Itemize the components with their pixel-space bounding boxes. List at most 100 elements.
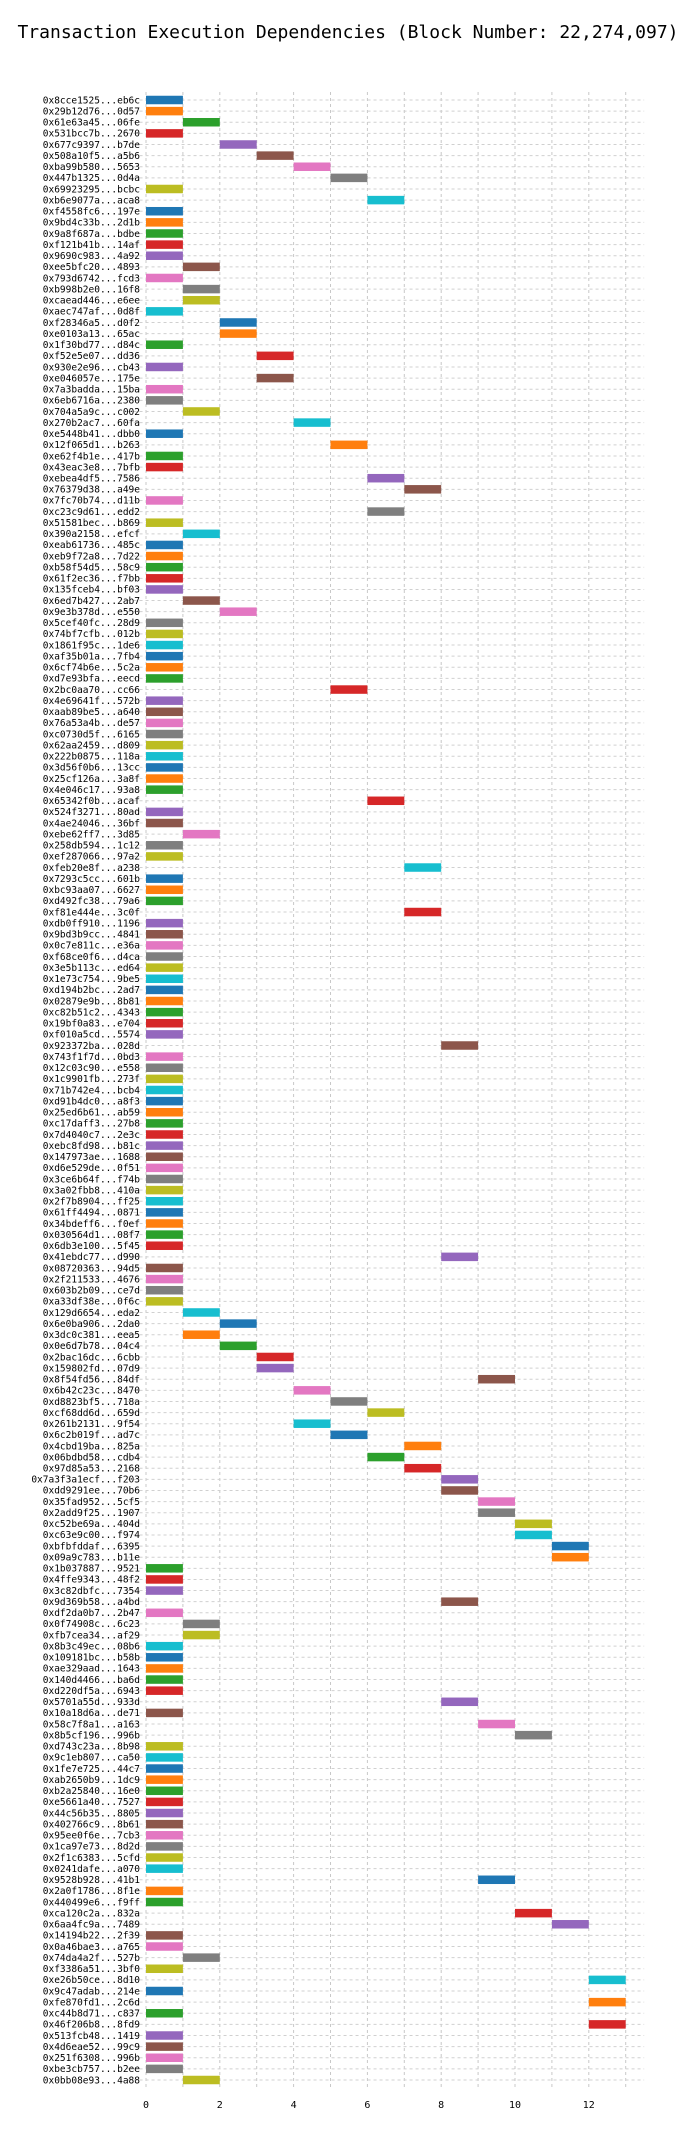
transaction-bar bbox=[146, 574, 183, 583]
transaction-label: 0x4ae24046...36bf bbox=[43, 818, 140, 829]
transaction-bar bbox=[182, 1330, 220, 1339]
transaction-label: 0x1f30bd77...d84c bbox=[43, 340, 140, 351]
transaction-bar bbox=[478, 1497, 515, 1506]
transaction-bar bbox=[441, 1597, 479, 1606]
transaction-label: 0x270b2ac7...60fa bbox=[43, 418, 140, 429]
transaction-label: 0x6aa4fc9a...7489 bbox=[43, 1920, 141, 1931]
transaction-label: 0x1b037887...9521 bbox=[43, 1564, 141, 1575]
transaction-label: 0x6eb6716a...2380 bbox=[43, 396, 141, 407]
transaction-bar bbox=[146, 2031, 183, 2040]
transaction-bar bbox=[551, 1552, 589, 1562]
transaction-bar bbox=[515, 1730, 552, 1740]
transaction-label: 0xd8823bf5...718a bbox=[43, 1397, 140, 1408]
transaction-label: 0x3c82dbfc...7354 bbox=[43, 1586, 141, 1597]
transaction-label: 0xae329aad...1643 bbox=[43, 1664, 140, 1675]
transaction-bar bbox=[441, 1697, 479, 1707]
transaction-bar bbox=[146, 763, 183, 772]
transaction-bar bbox=[478, 1374, 515, 1384]
transaction-bar bbox=[146, 229, 183, 238]
transaction-label: 0x440499e6...f9ff bbox=[43, 1897, 140, 1908]
transaction-label: 0xe5661a40...7527 bbox=[43, 1797, 140, 1808]
transaction-label: 0xf010a5cd...5574 bbox=[43, 1030, 141, 1041]
transaction-label: 0x109181bc...b58b bbox=[43, 1653, 141, 1664]
transaction-label: 0x9e3b378d...e550 bbox=[43, 607, 141, 618]
transaction-label: 0x2add9f25...1907 bbox=[43, 1508, 140, 1519]
transaction-label: 0x677c9397...b7de bbox=[43, 140, 141, 151]
transaction-label: 0xd6e529de...0f51 bbox=[43, 1163, 141, 1174]
transaction-label: 0x140d4466...ba6d bbox=[43, 1675, 140, 1686]
transaction-label: 0x97d85a53...2168 bbox=[43, 1464, 141, 1475]
transaction-label: 0x9bd3b9cc...4841 bbox=[43, 930, 141, 941]
transaction-label: 0x8f54fd56...84df bbox=[43, 1375, 140, 1386]
transaction-label: 0x65342f0b...acaf bbox=[43, 796, 140, 807]
transaction-label: 0xef287066...97a2 bbox=[43, 852, 140, 863]
transaction-label: 0x147973ae...1688 bbox=[43, 1152, 141, 1163]
transaction-label: 0x704a5a9c...c002 bbox=[43, 407, 140, 418]
transaction-bar bbox=[146, 2009, 183, 2018]
transaction-label: 0xeab61736...485c bbox=[43, 540, 140, 551]
transaction-label: 0x524f3271...80ad bbox=[43, 807, 140, 818]
transaction-label: 0x06bdbd58...cdb4 bbox=[43, 1452, 141, 1463]
transaction-bar bbox=[182, 1630, 220, 1640]
x-tick-label: 10 bbox=[509, 2100, 521, 2111]
transaction-bar bbox=[146, 206, 183, 216]
transaction-bar bbox=[330, 1430, 368, 1440]
transaction-bar bbox=[588, 1997, 626, 2007]
transaction-bar bbox=[219, 318, 257, 327]
transaction-bar bbox=[404, 485, 442, 494]
transaction-label: 0x3d56f0b6...13cc bbox=[43, 763, 140, 774]
transaction-bar bbox=[146, 752, 183, 761]
transaction-bar bbox=[146, 585, 183, 594]
transaction-bar bbox=[146, 1853, 183, 1862]
x-tick-label: 2 bbox=[217, 2100, 223, 2111]
transaction-bar bbox=[182, 262, 220, 272]
transaction-bar bbox=[182, 407, 220, 416]
transaction-label: 0x69923295...bcbc bbox=[43, 184, 140, 195]
transaction-bar bbox=[146, 1819, 183, 1829]
transaction-bar bbox=[367, 195, 405, 205]
transaction-bar bbox=[146, 885, 183, 895]
transaction-bar bbox=[588, 2020, 626, 2029]
transaction-bar bbox=[146, 184, 183, 194]
transaction-bar bbox=[551, 1541, 589, 1551]
transaction-bar bbox=[404, 863, 442, 872]
transaction-bar bbox=[515, 1530, 552, 1540]
transaction-label: 0xd220df5a...6943 bbox=[43, 1686, 140, 1697]
transaction-label: 0x0c7e811c...e36a bbox=[43, 941, 140, 952]
transaction-label: 0x7a3badda...15ba bbox=[43, 385, 140, 396]
transaction-label: 0x62aa2459...d809 bbox=[43, 740, 141, 751]
transaction-bar bbox=[146, 807, 183, 817]
transaction-bar bbox=[146, 918, 183, 928]
transaction-label: 0xb58f54d5...58c9 bbox=[43, 562, 141, 573]
transaction-label: 0xb2a25840...16e0 bbox=[43, 1786, 141, 1797]
transaction-bar bbox=[146, 696, 183, 705]
transaction-label: 0x10a18d6a...de71 bbox=[43, 1708, 141, 1719]
transaction-bar bbox=[367, 507, 405, 516]
transaction-bar bbox=[146, 1608, 183, 1618]
transaction-label: 0x3a02fbb8...410a bbox=[43, 1185, 140, 1196]
transaction-bar bbox=[146, 1141, 183, 1150]
transaction-bar bbox=[146, 1808, 183, 1818]
transaction-bar bbox=[146, 1641, 183, 1651]
transaction-label: 0x34bdeff6...f0ef bbox=[43, 1219, 140, 1230]
transaction-bar bbox=[146, 1119, 183, 1128]
transaction-bar bbox=[146, 396, 183, 405]
transaction-bar bbox=[146, 1564, 183, 1573]
transaction-label: 0x19bf0a83...e704 bbox=[43, 1019, 141, 1030]
transaction-label: 0x25cf126a...3a8f bbox=[43, 774, 140, 785]
transaction-bar bbox=[146, 1174, 183, 1184]
transaction-label: 0xbe3cb757...b2ee bbox=[43, 2064, 141, 2075]
transaction-label: 0x1861f95c...1de6 bbox=[43, 640, 141, 651]
transaction-bar bbox=[219, 607, 257, 616]
transaction-bar bbox=[219, 140, 257, 149]
transaction-bar bbox=[146, 362, 183, 372]
transaction-bar bbox=[146, 273, 183, 283]
transaction-label: 0x1c9901fb...273f bbox=[43, 1074, 140, 1085]
transaction-label: 0xd743c23a...8b98 bbox=[43, 1742, 141, 1753]
transaction-label: 0x7293c5cc...601b bbox=[43, 874, 141, 885]
transaction-label: 0xbfbfddaf...6395 bbox=[43, 1541, 140, 1552]
transaction-label: 0x6db3e100...5f45 bbox=[43, 1241, 140, 1252]
transaction-bar bbox=[256, 1363, 294, 1373]
